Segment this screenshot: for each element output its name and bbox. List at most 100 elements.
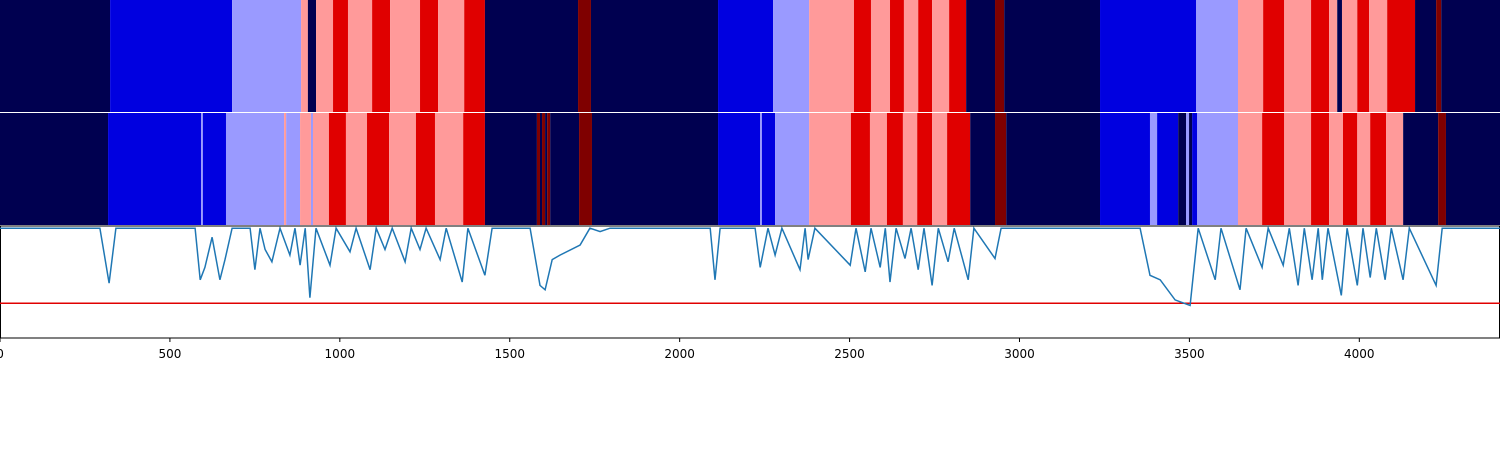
- segment: [1436, 0, 1442, 112]
- segment: [1237, 113, 1263, 225]
- segment: [1403, 113, 1439, 225]
- segment: [0, 0, 111, 112]
- segment: [232, 0, 302, 112]
- segment: [870, 0, 891, 112]
- segment: [1263, 0, 1285, 112]
- segment: [1311, 113, 1330, 225]
- segment: [809, 0, 854, 112]
- segment: [434, 113, 464, 225]
- x-tick-label: 2500: [834, 347, 865, 361]
- confidence-line: [0, 225, 1500, 307]
- segment: [547, 113, 551, 225]
- segment: [367, 113, 390, 225]
- segment: [995, 0, 1005, 112]
- segment: [225, 113, 285, 225]
- segment: [1386, 113, 1404, 225]
- segment: [1369, 0, 1388, 112]
- segment: [300, 113, 311, 225]
- segment: [1311, 0, 1330, 112]
- segment: [995, 113, 1007, 225]
- segment: [333, 0, 348, 112]
- segment: [1262, 113, 1285, 225]
- segment: [484, 113, 537, 225]
- segment: [545, 113, 548, 225]
- segment: [390, 0, 421, 112]
- segment: [372, 0, 391, 112]
- segment: [307, 0, 317, 112]
- segment: [1006, 113, 1101, 225]
- segment: [202, 113, 226, 225]
- segment: [1284, 113, 1312, 225]
- segment: [947, 113, 971, 225]
- segment: [1341, 0, 1358, 112]
- segment: [1192, 113, 1198, 225]
- segment: [464, 0, 485, 112]
- x-tick-label: 2000: [664, 347, 695, 361]
- segment: [415, 113, 435, 225]
- segment: [201, 113, 203, 225]
- segment: [1100, 113, 1150, 225]
- segment: [590, 0, 719, 112]
- x-tick-label: 500: [158, 347, 181, 361]
- segment: [1438, 113, 1446, 225]
- segment: [970, 113, 996, 225]
- segment: [1441, 0, 1500, 112]
- x-tick-label: 1000: [325, 347, 356, 361]
- segment: [1284, 0, 1312, 112]
- segment: [1415, 0, 1437, 112]
- segment: [949, 0, 967, 112]
- segment: [1178, 113, 1186, 225]
- segment: [918, 0, 933, 112]
- segment: [316, 0, 334, 112]
- segment: [1329, 113, 1343, 225]
- segment: [1445, 113, 1500, 225]
- segment: [347, 0, 373, 112]
- segment: [463, 113, 485, 225]
- segment: [484, 0, 579, 112]
- x-tick-label: 0: [0, 347, 4, 361]
- segment: [284, 113, 287, 225]
- segment: [328, 113, 346, 225]
- segment: [932, 113, 948, 225]
- segment: [718, 113, 761, 225]
- segment: [850, 113, 870, 225]
- segment: [902, 113, 918, 225]
- segment: [310, 113, 313, 225]
- segment: [438, 0, 465, 112]
- segment: [0, 113, 109, 225]
- x-tick-label: 3000: [1004, 347, 1035, 361]
- segment: [578, 0, 591, 112]
- segment: [1387, 0, 1416, 112]
- segment: [966, 0, 996, 112]
- segment: [579, 113, 592, 225]
- segment: [1157, 113, 1179, 225]
- segment: [420, 0, 439, 112]
- segment: [1329, 0, 1338, 112]
- segment: [550, 113, 580, 225]
- segment: [536, 113, 540, 225]
- segment: [869, 113, 887, 225]
- segment: [345, 113, 368, 225]
- plot-frame: [0, 225, 1500, 339]
- segment: [389, 113, 416, 225]
- segment: [110, 0, 233, 112]
- segment: [1149, 113, 1158, 225]
- segment: [853, 0, 871, 112]
- segment: [1004, 0, 1101, 112]
- segment: [1357, 113, 1371, 225]
- segment: [932, 0, 950, 112]
- segment: [761, 113, 776, 225]
- segment: [1189, 113, 1193, 225]
- segment: [1197, 113, 1238, 225]
- segment: [903, 0, 919, 112]
- segment: [286, 113, 301, 225]
- segment: [1342, 113, 1358, 225]
- segment: [1185, 113, 1190, 225]
- segment: [301, 0, 308, 112]
- segment: [108, 113, 202, 225]
- segment: [718, 0, 774, 112]
- segment: [773, 0, 810, 112]
- segment: [591, 113, 719, 225]
